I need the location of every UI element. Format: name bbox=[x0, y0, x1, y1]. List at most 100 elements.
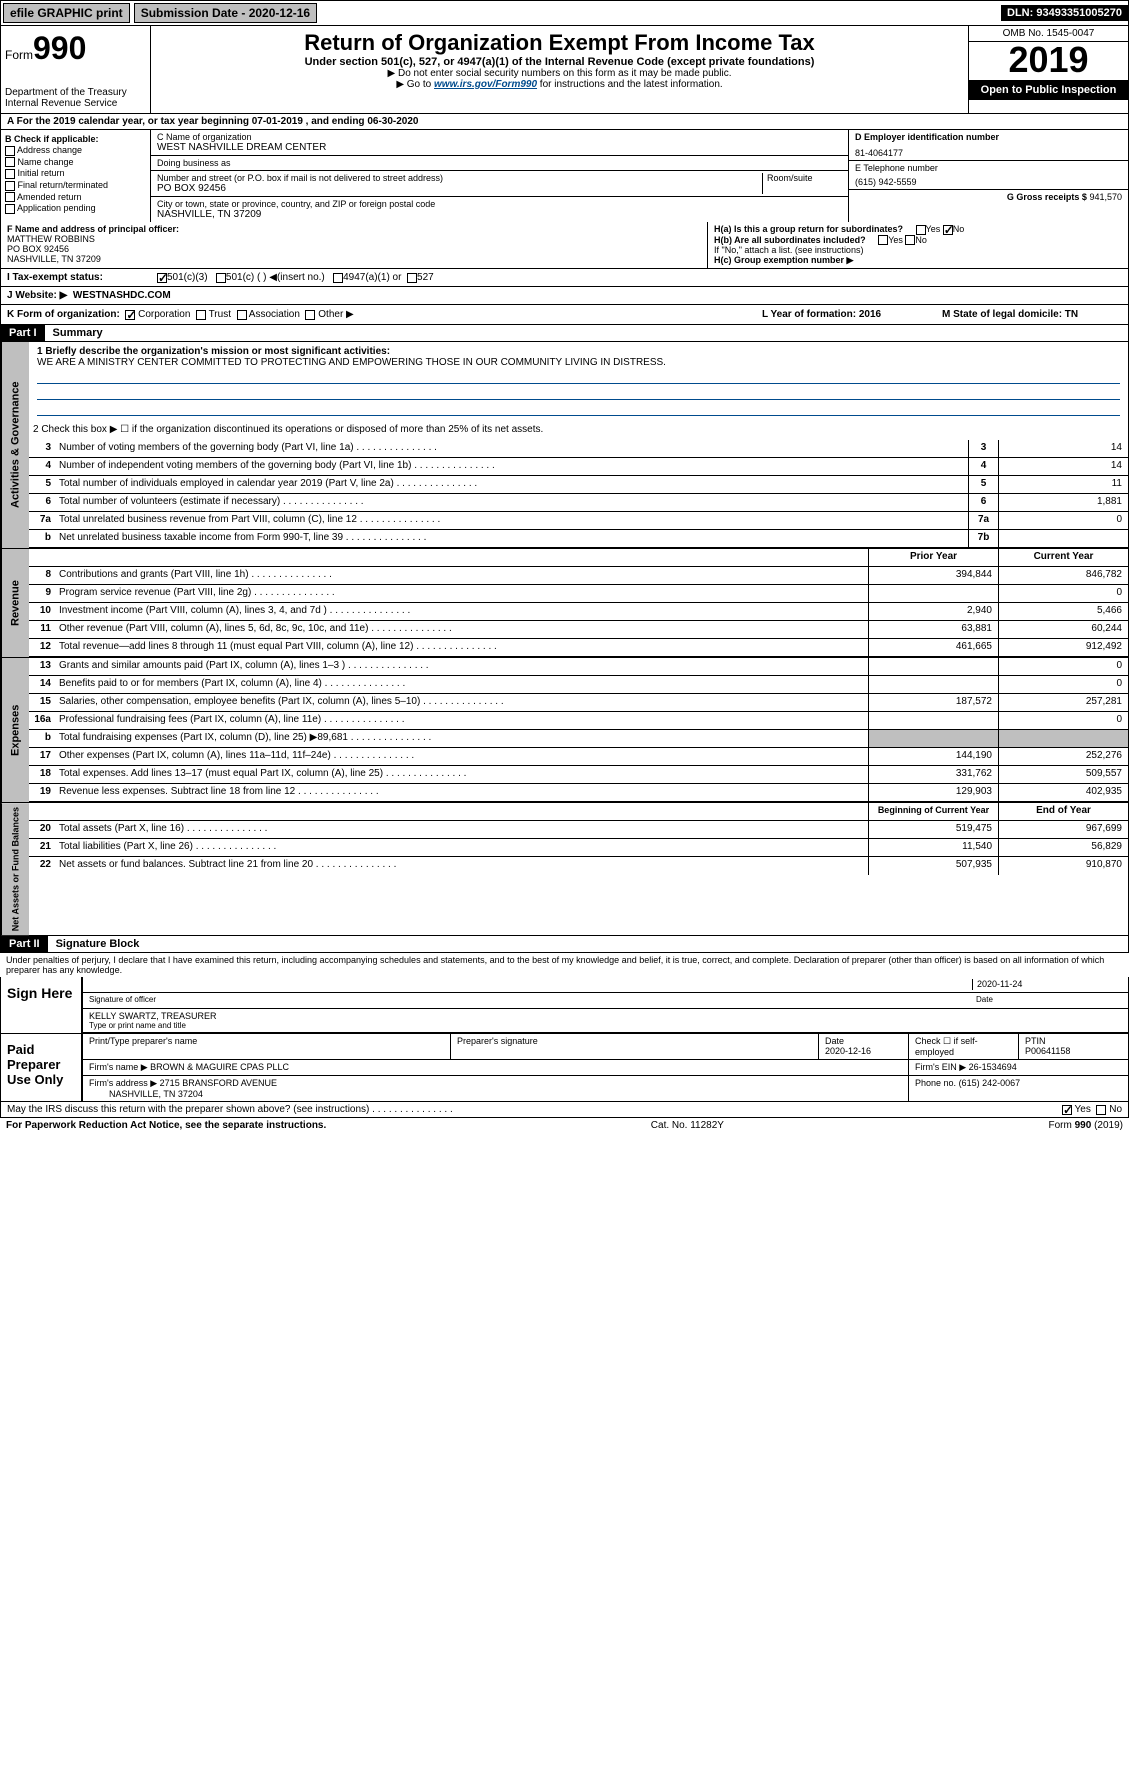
chk-corp[interactable] bbox=[125, 310, 135, 320]
chk-initial-return[interactable] bbox=[5, 169, 15, 179]
gov-line: 3 Number of voting members of the govern… bbox=[29, 440, 1128, 458]
chk-trust[interactable] bbox=[196, 310, 206, 320]
line-text: Total unrelated business revenue from Pa… bbox=[55, 512, 968, 529]
current-value-shaded bbox=[998, 730, 1128, 747]
dba-label: Doing business as bbox=[157, 158, 842, 168]
line-box: 5 bbox=[968, 476, 998, 493]
revenue-line: 9 Program service revenue (Part VIII, li… bbox=[29, 585, 1128, 603]
gross-value: 941,570 bbox=[1089, 192, 1122, 202]
end-value: 967,699 bbox=[998, 821, 1128, 838]
expense-line: 17 Other expenses (Part IX, column (A), … bbox=[29, 748, 1128, 766]
hb-no[interactable] bbox=[905, 235, 915, 245]
chk-address-change[interactable] bbox=[5, 146, 15, 156]
discuss-no[interactable] bbox=[1096, 1105, 1106, 1115]
ptin-label: PTIN bbox=[1025, 1036, 1046, 1046]
open-public-badge: Open to Public Inspection bbox=[969, 80, 1128, 100]
irs-link[interactable]: www.irs.gov/Form990 bbox=[434, 79, 537, 90]
chk-amended[interactable] bbox=[5, 192, 15, 202]
current-value: 509,557 bbox=[998, 766, 1128, 783]
part1-badge: Part I bbox=[1, 325, 45, 341]
end-value: 910,870 bbox=[998, 857, 1128, 875]
goto-post: for instructions and the latest informat… bbox=[537, 79, 723, 90]
efile-button[interactable]: efile GRAPHIC print bbox=[3, 3, 130, 23]
ha-yes[interactable] bbox=[916, 225, 926, 235]
ha-no[interactable] bbox=[943, 225, 953, 235]
firm-name-label: Firm's name ▶ bbox=[89, 1062, 148, 1072]
line-text: Total assets (Part X, line 16) bbox=[55, 821, 868, 838]
ptin-value: P00641158 bbox=[1025, 1046, 1070, 1056]
opt-assoc: Association bbox=[249, 309, 300, 320]
k-label: K Form of organization: bbox=[7, 309, 120, 320]
chk-name-change[interactable] bbox=[5, 157, 15, 167]
prior-value: 331,762 bbox=[868, 766, 998, 783]
phone-label: Phone no. bbox=[915, 1078, 956, 1088]
line-text: Revenue less expenses. Subtract line 18 … bbox=[55, 784, 868, 801]
form-header: Form990 Department of the Treasury Inter… bbox=[0, 26, 1129, 114]
city-label: City or town, state or province, country… bbox=[157, 199, 842, 209]
prior-value: 144,190 bbox=[868, 748, 998, 765]
grid-governance: Activities & Governance 1 Briefly descri… bbox=[0, 342, 1129, 548]
chk-501c[interactable] bbox=[216, 273, 226, 283]
chk-527[interactable] bbox=[407, 273, 417, 283]
line-num: 13 bbox=[29, 658, 55, 675]
netasset-line: 21 Total liabilities (Part X, line 26) 1… bbox=[29, 839, 1128, 857]
line-num: b bbox=[29, 730, 55, 747]
chk-4947[interactable] bbox=[333, 273, 343, 283]
firm-name-value: BROWN & MAGUIRE CPAS PLLC bbox=[150, 1062, 289, 1072]
opt-501c3: 501(c)(3) bbox=[167, 272, 208, 283]
form-footer-label: Form 990 (2019) bbox=[1049, 1120, 1123, 1131]
end-year-hdr: End of Year bbox=[998, 803, 1128, 820]
side-revenue: Revenue bbox=[1, 549, 29, 657]
current-value: 5,466 bbox=[998, 603, 1128, 620]
netasset-line: 20 Total assets (Part X, line 16) 519,47… bbox=[29, 821, 1128, 839]
prior-value bbox=[868, 712, 998, 729]
chk-app-pending[interactable] bbox=[5, 204, 15, 214]
l-year-formation: L Year of formation: 2016 bbox=[762, 309, 942, 320]
col-b-header: B Check if applicable: bbox=[5, 134, 146, 144]
prior-value bbox=[868, 658, 998, 675]
line-text: Grants and similar amounts paid (Part IX… bbox=[55, 658, 868, 675]
begin-year-hdr: Beginning of Current Year bbox=[868, 803, 998, 820]
addr-label: Number and street (or P.O. box if mail i… bbox=[157, 173, 762, 183]
submission-date-button[interactable]: Submission Date - 2020-12-16 bbox=[134, 3, 317, 23]
hb-yes[interactable] bbox=[878, 235, 888, 245]
form-word: Form bbox=[5, 48, 33, 62]
part2-header-row: Part II Signature Block bbox=[0, 936, 1129, 953]
prior-value bbox=[868, 585, 998, 602]
phone-value: (615) 242-0067 bbox=[959, 1078, 1021, 1088]
discuss-yes[interactable] bbox=[1062, 1105, 1072, 1115]
officer-label: F Name and address of principal officer: bbox=[7, 224, 701, 234]
ein-label: D Employer identification number bbox=[855, 132, 1122, 142]
line-num: 12 bbox=[29, 639, 55, 656]
line1-label: 1 Briefly describe the organization's mi… bbox=[37, 346, 1120, 357]
row-website: J Website: ▶ WESTNASHDC.COM bbox=[0, 287, 1129, 305]
line-num: 17 bbox=[29, 748, 55, 765]
lbl-address-change: Address change bbox=[17, 145, 82, 155]
firm-city-value: NASHVILLE, TN 37204 bbox=[109, 1089, 203, 1099]
line-num: 4 bbox=[29, 458, 55, 475]
current-value: 252,276 bbox=[998, 748, 1128, 765]
prior-value: 461,665 bbox=[868, 639, 998, 656]
line-text: Contributions and grants (Part VIII, lin… bbox=[55, 567, 868, 584]
department-label: Department of the Treasury Internal Reve… bbox=[5, 87, 146, 109]
chk-final-return[interactable] bbox=[5, 181, 15, 191]
prep-sig-label: Preparer's signature bbox=[450, 1034, 818, 1060]
line-text: Other revenue (Part VIII, column (A), li… bbox=[55, 621, 868, 638]
expense-line: 18 Total expenses. Add lines 13–17 (must… bbox=[29, 766, 1128, 784]
side-netassets: Net Assets or Fund Balances bbox=[1, 803, 29, 935]
chk-assoc[interactable] bbox=[237, 310, 247, 320]
prior-value: 2,940 bbox=[868, 603, 998, 620]
chk-501c3[interactable] bbox=[157, 273, 167, 283]
mission-rule bbox=[37, 386, 1120, 400]
row-a-tax-year: A For the 2019 calendar year, or tax yea… bbox=[0, 114, 1129, 130]
line-text: Professional fundraising fees (Part IX, … bbox=[55, 712, 868, 729]
line-text: Total expenses. Add lines 13–17 (must eq… bbox=[55, 766, 868, 783]
gov-line: 4 Number of independent voting members o… bbox=[29, 458, 1128, 476]
page-footer: For Paperwork Reduction Act Notice, see … bbox=[0, 1118, 1129, 1133]
form-title: Return of Organization Exempt From Incom… bbox=[155, 30, 964, 56]
grid-expenses: Expenses 13 Grants and similar amounts p… bbox=[0, 657, 1129, 802]
mission-text: WE ARE A MINISTRY CENTER COMMITTED TO PR… bbox=[37, 357, 1120, 368]
prior-value-shaded bbox=[868, 730, 998, 747]
line-num: 11 bbox=[29, 621, 55, 638]
chk-other[interactable] bbox=[305, 310, 315, 320]
